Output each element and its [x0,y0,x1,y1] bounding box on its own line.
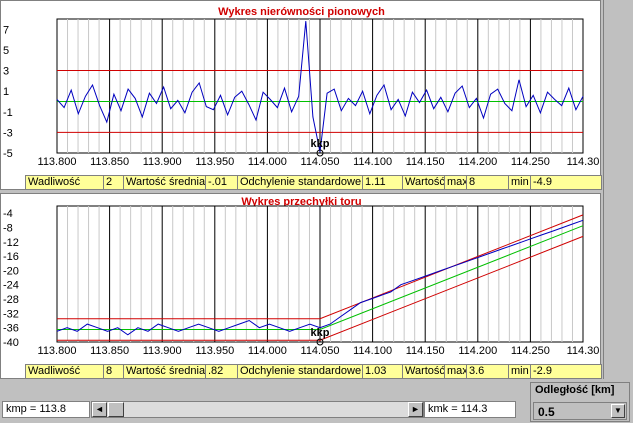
x-tick-label: 113.900 [143,345,182,357]
x-tick-label: 114.050 [301,156,340,168]
bottom-odchylenie-value: 1.03 [363,365,403,378]
bottom-chart-title: Wykres przechyłki toru [241,196,362,208]
lower-tolerance-line [57,235,584,341]
y-tick-label: -40 [3,337,19,349]
x-tick-label: 114.30 [567,156,600,168]
x-tick-label: 114.000 [248,156,287,168]
distance-label: Odległość [km] [535,384,615,396]
bottom-odchylenie-label: Odchylenie standardowe [240,365,363,378]
irregularity-series-line [56,21,584,153]
x-tick-label: 113.800 [38,345,77,357]
y-tick-label: -16 [3,251,19,263]
y-tick-label: 5 [3,45,9,57]
bottom-max-value: 3.6 [467,365,509,378]
y-tick-label: -36 [3,323,19,335]
top-wadliwosc-label: Wadliwość [26,176,104,189]
bottom-wartosc-label: Wartość [405,365,445,378]
cant-chart-panel: Wykres przechyłki toru -4 -8 -12 -16 -20 -24-… [0,193,602,379]
cant-series-line [56,219,584,336]
x-tick-label: 114.200 [458,345,497,357]
y-tick-label: -20 [3,265,19,277]
top-srednia-value: -.01 [206,176,238,189]
x-tick-label: 114.150 [406,345,445,357]
distance-select[interactable]: 0.5 ▼ [533,402,627,420]
y-tick-label: -5 [3,148,13,160]
top-odchylenie-label: Odchylenie standardowe [240,176,363,189]
nominal-line [57,225,584,330]
kkp-marker-label: kkp [311,138,330,150]
x-tick-label: 114.200 [458,156,497,168]
x-tick-label: 114.250 [511,156,550,168]
y-tick-label: -32 [3,308,19,320]
bottom-control-bar: kmp = 113.8 ◄ ► kmk = 114.3 Odległość [k… [0,380,633,423]
x-tick-label: 114.100 [353,345,392,357]
kkp-marker-circle [316,338,324,346]
x-tick-label: 113.850 [90,345,129,357]
top-max-value: 8 [467,176,509,189]
distance-value: 0.5 [538,405,555,419]
top-chart-title: Wykres nierówności pionowych [218,6,385,18]
bottom-min-label: min [509,365,531,378]
y-tick-label: 7 [3,24,9,36]
x-tick-label: 113.850 [90,156,129,168]
kmp-field[interactable]: kmp = 113.8 [2,401,90,418]
top-chart-plot: 7 5 3 1 -1 -3 -5 113.800 113.850 113.900 113.950 11… [3,18,600,168]
y-tick-label: -3 [3,127,13,139]
scroll-right-button[interactable]: ► [408,402,423,417]
top-wartosc-label: Wartość [405,176,445,189]
x-tick-label: 114.050 [301,345,340,357]
kmk-field[interactable]: kmk = 114.3 [424,401,516,418]
bottom-wadliwosc-value: 8 [104,365,124,378]
y-tick-label: 3 [3,66,9,78]
bottom-srednia-value: .82 [206,365,238,378]
vertical-irregularity-chart-panel: Wykres nierówności pionowych 7 5 3 1 -1 -3 -5 1… [0,0,602,190]
dropdown-arrow-icon[interactable]: ▼ [611,404,625,418]
top-min-label: min [509,176,531,189]
bottom-wadliwosc-label: Wadliwość [26,365,104,378]
bottom-min-value: -2.9 [533,365,552,377]
x-tick-label: 113.800 [38,156,77,168]
y-tick-label: -4 [3,208,13,220]
y-tick-label: -12 [3,237,19,249]
x-tick-label: 114.100 [353,156,392,168]
y-tick-label: -8 [3,222,13,234]
bottom-chart-plot: -4 -8 -12 -16 -20 -24 -28 -32 -36 -40 113.800 113.8… [3,205,600,357]
km-range-scrollbar[interactable]: ◄ ► [91,401,424,418]
top-stats-bar: Wadliwość 2 Wartość średnia -.01 Odchyle… [25,175,602,190]
right-side-panel [603,0,633,379]
kkp-marker-circle [316,149,324,157]
top-max-label: max [447,176,467,189]
y-tick-label: 1 [3,86,9,98]
x-tick-label: 113.950 [195,345,234,357]
scroll-thumb[interactable] [108,402,124,417]
scroll-left-button[interactable]: ◄ [92,402,107,417]
y-tick-label: -1 [3,107,13,119]
distance-group: Odległość [km] 0.5 ▼ [530,382,630,422]
x-tick-label: 114.250 [511,345,550,357]
top-srednia-label: Wartość średnia [126,176,206,189]
x-tick-label: 114.000 [248,345,287,357]
bottom-max-label: max [447,365,467,378]
kkp-marker-label: kkp [311,327,330,339]
top-wadliwosc-value: 2 [104,176,124,189]
x-tick-label: 114.30 [567,345,600,357]
top-min-value: -4.9 [533,176,552,188]
x-tick-label: 113.950 [195,156,234,168]
bottom-stats-bar: Wadliwość 8 Wartość średnia .82 Odchylen… [25,364,602,379]
x-tick-label: 113.900 [143,156,182,168]
upper-tolerance-line [57,214,584,320]
x-tick-label: 114.150 [406,156,445,168]
y-tick-label: -24 [3,280,19,292]
top-odchylenie-value: 1.11 [363,176,403,189]
bottom-srednia-label: Wartość średnia [126,365,206,378]
y-tick-label: -28 [3,294,19,306]
